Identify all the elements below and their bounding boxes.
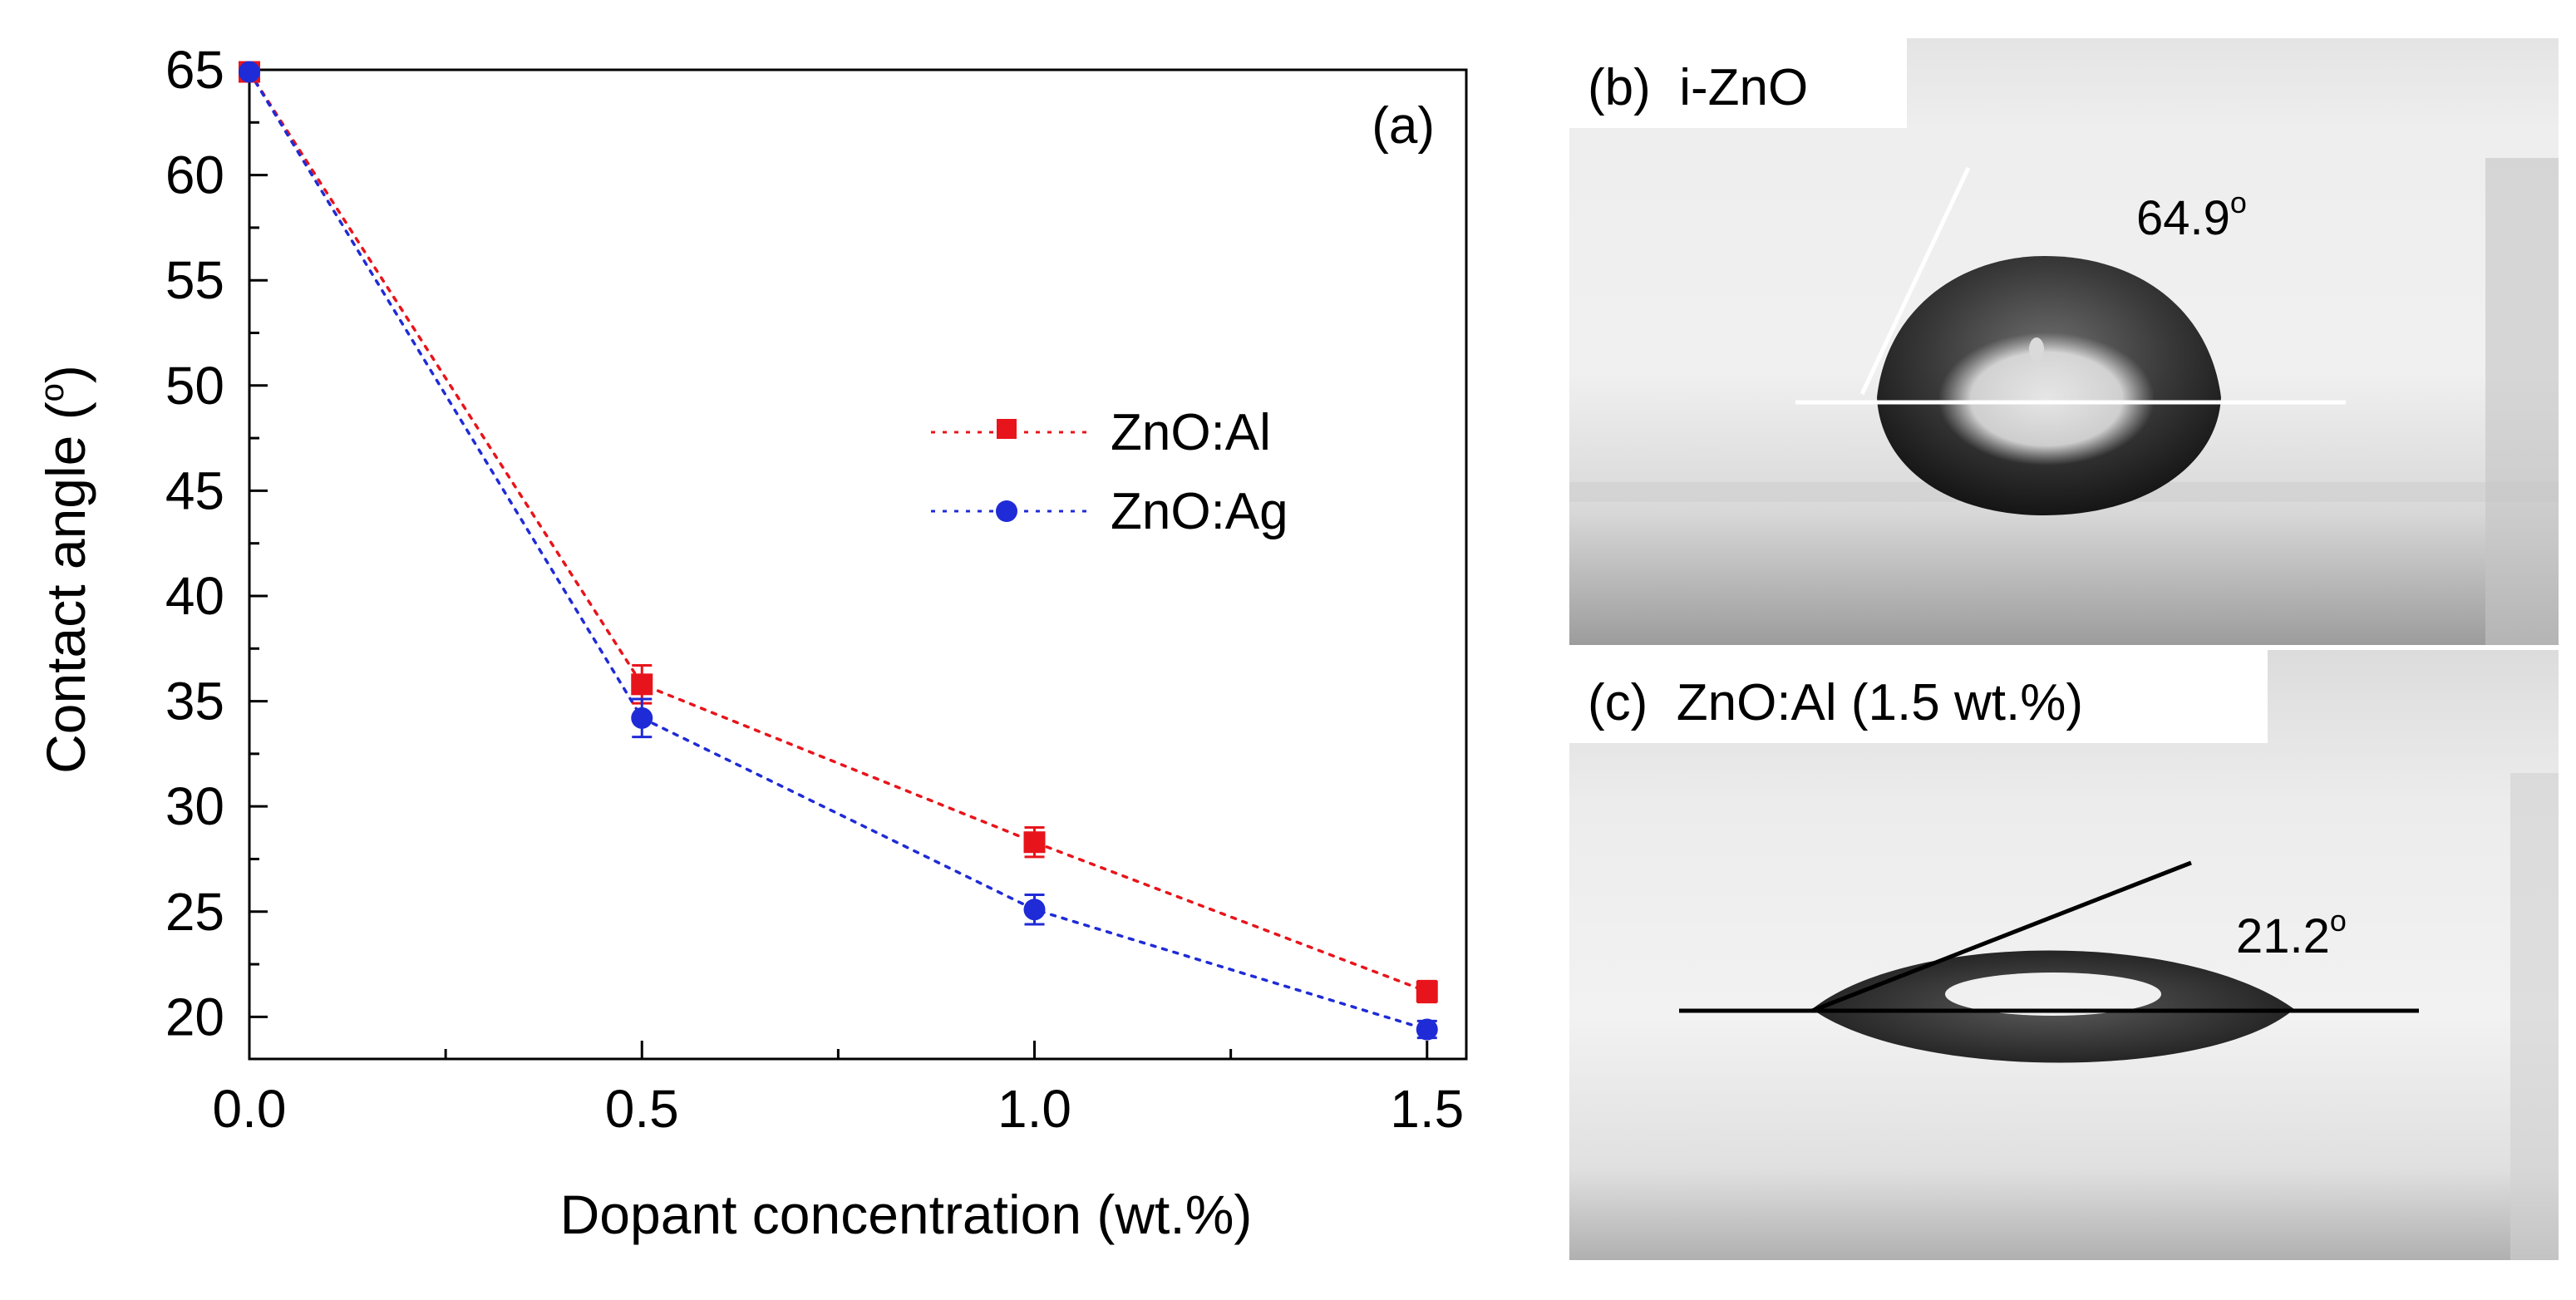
legend-item-ag: ZnO:Ag [931, 483, 1288, 540]
y-tick-label: 55 [165, 250, 224, 310]
x-tick-label: 0.0 [213, 1079, 287, 1139]
legend-label-ag: ZnO:Ag [1111, 483, 1288, 540]
contact-angle-chart: 0.0 0.5 1.0 1.5 20 25 30 35 40 45 50 55 60 65 (a) Do… [34, 40, 1468, 1245]
data-point-ag [239, 61, 260, 83]
panel-c-label: (c) ZnO:Al (1.5 wt.%) [1588, 674, 2083, 731]
tangent-line-c [1811, 860, 2192, 1013]
data-point-al [1416, 980, 1438, 1002]
series-line-ag [248, 70, 1429, 1032]
x-axis-tick-labels: 0.0 0.5 1.0 1.5 [213, 1079, 1465, 1139]
y-tick-label: 45 [165, 460, 224, 520]
panel-b-right-shadow [2485, 158, 2559, 645]
y-tick-label: 20 [165, 987, 224, 1046]
data-point-ag [1023, 899, 1046, 921]
legend: ZnO:Al ZnO:Ag [931, 404, 1288, 540]
panel-c-photo: (c) ZnO:Al (1.5 wt.%) 21.2o [1569, 650, 2559, 1260]
x-axis-ticks [248, 1041, 1429, 1059]
panel-label: (a) [1372, 97, 1435, 155]
plot-frame [248, 68, 1468, 1061]
panel-b-label: (b) i-ZnO [1588, 59, 1808, 116]
y-tick-label: 50 [165, 356, 224, 416]
y-tick-label: 35 [165, 672, 224, 731]
y-axis-label: Contact angle (o) [34, 365, 96, 774]
panel-c-label-box [1569, 650, 2268, 743]
y-tick-label: 25 [165, 882, 224, 942]
panel-b-angle: 64.9o [2136, 185, 2247, 245]
data-point-ag [1416, 1018, 1438, 1041]
legend-label-al: ZnO:Al [1111, 404, 1271, 461]
x-tick-label: 1.5 [1390, 1079, 1464, 1139]
y-tick-label: 40 [165, 566, 224, 626]
y-tick-label: 65 [165, 40, 224, 100]
panel-b-photo: (b) i-ZnO 64.9o [1569, 38, 2559, 645]
data-point-al [1023, 831, 1046, 854]
droplet-b-highlight [1938, 332, 2155, 465]
y-axis-ticks [249, 68, 268, 1018]
data-point-al [631, 673, 653, 696]
y-axis-tick-labels: 20 25 30 35 40 45 50 55 60 65 [165, 40, 224, 1046]
droplet-b-reflection [2029, 337, 2044, 361]
y-tick-label: 60 [165, 145, 224, 205]
series-line-al [248, 70, 1429, 993]
x-tick-label: 0.5 [605, 1079, 679, 1139]
legend-marker-ag [996, 500, 1017, 522]
panel-c-right-shadow [2510, 773, 2559, 1260]
tangent-line-b [1859, 166, 1971, 396]
legend-marker-al [997, 419, 1017, 439]
x-axis-label: Dopant concentration (wt.%) [560, 1184, 1253, 1245]
x-tick-label: 1.0 [997, 1079, 1071, 1139]
data-point-ag [631, 707, 653, 729]
droplet-c-highlight [1945, 973, 2161, 1016]
panel-b-label-box [1569, 38, 1907, 128]
y-tick-label: 30 [165, 776, 224, 836]
panel-c-angle: 21.2o [2236, 904, 2347, 963]
series-layer [239, 61, 1438, 1041]
legend-item-al: ZnO:Al [931, 404, 1271, 461]
